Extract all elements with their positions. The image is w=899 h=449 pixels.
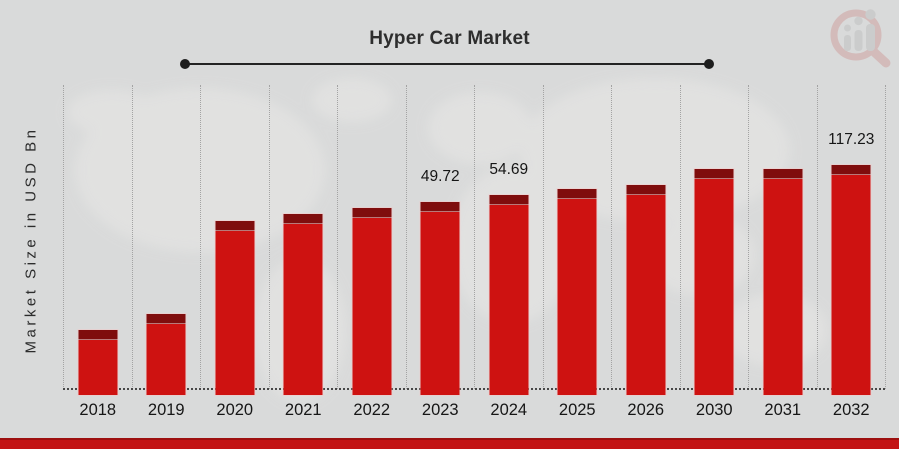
bar	[420, 202, 460, 395]
bar	[215, 221, 255, 395]
bar-cap	[146, 314, 186, 324]
bar-cap	[352, 208, 392, 218]
chart-column: 2022	[337, 85, 406, 419]
bar-value-label: 49.72	[420, 168, 460, 185]
bar	[146, 314, 186, 395]
title-underline-rule	[180, 59, 714, 69]
plot-area: 2018 2019 2020 2021 2022 49.72 2023	[63, 85, 886, 419]
bar	[283, 214, 323, 395]
chart-column: 2030	[679, 85, 749, 419]
chart-column: 2025	[542, 85, 612, 419]
x-axis-tick-label: 2032	[832, 401, 870, 419]
footer-accent-strip	[0, 438, 899, 449]
bar-cap	[78, 330, 118, 340]
chart-column: 2031	[748, 85, 817, 419]
bar	[763, 169, 803, 395]
x-axis-tick-label: 2021	[284, 401, 322, 419]
x-axis-tick-label: 2030	[695, 401, 733, 419]
bar-cap	[557, 189, 597, 199]
bar	[831, 165, 871, 395]
x-axis-tick-label: 2020	[216, 401, 254, 419]
chart-column: 54.69 2024	[474, 85, 543, 419]
bar	[489, 195, 529, 395]
x-axis-tick-label: 2022	[353, 401, 391, 419]
bar-cap	[420, 202, 460, 212]
bar	[78, 330, 118, 395]
bar	[352, 208, 392, 395]
bar-cap	[215, 221, 255, 231]
bar-cap	[694, 169, 734, 179]
chart-column: 49.72 2023	[405, 85, 475, 419]
bar-cap	[831, 165, 871, 175]
bar	[626, 185, 666, 395]
x-axis-tick-label: 2031	[764, 401, 802, 419]
chart-title: Hyper Car Market	[369, 28, 530, 49]
chart-column: 117.23 2032	[816, 85, 886, 419]
x-axis-tick-label: 2018	[79, 401, 117, 419]
chart-column: 2020	[200, 85, 269, 419]
chart-column: 2026	[611, 85, 680, 419]
chart-column: 2018	[63, 85, 132, 419]
bar-cap	[283, 214, 323, 224]
x-axis-tick-label: 2026	[627, 401, 665, 419]
bar-cap	[763, 169, 803, 179]
bar-value-label: 54.69	[489, 161, 529, 178]
chart-column: 2021	[268, 85, 338, 419]
bar	[557, 189, 597, 395]
x-axis-tick-label: 2023	[421, 401, 459, 419]
x-axis-tick-label: 2019	[147, 401, 185, 419]
bar-value-label: 117.23	[828, 131, 875, 148]
bar	[694, 169, 734, 395]
x-axis-tick-label: 2024	[490, 401, 528, 419]
x-axis-tick-label: 2025	[558, 401, 596, 419]
chart-column: 2019	[131, 85, 201, 419]
y-axis-label: Market Size in USD Bn	[22, 126, 40, 354]
bar-cap	[489, 195, 529, 205]
bar-cap	[626, 185, 666, 195]
